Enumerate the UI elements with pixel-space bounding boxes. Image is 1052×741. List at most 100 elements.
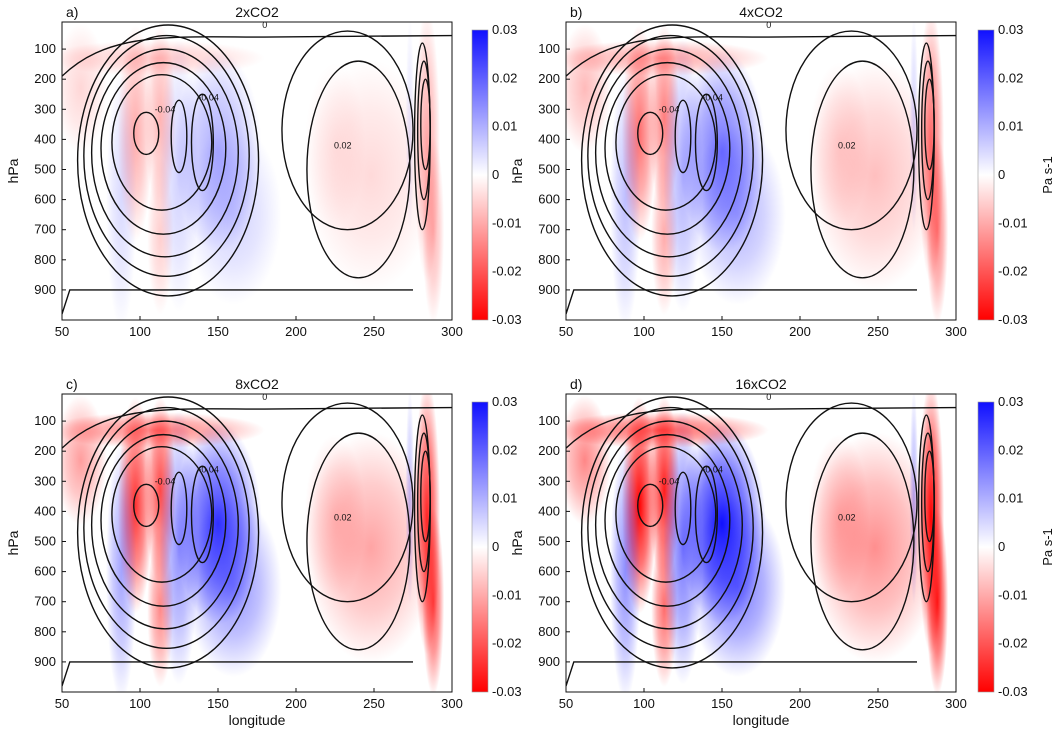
anomaly-blob	[808, 62, 870, 229]
y-axis-label: hPa	[5, 530, 21, 555]
y-axis-label: hPa	[509, 530, 525, 555]
x-tick-label: 100	[129, 324, 151, 339]
y-tick-label: 900	[538, 654, 560, 669]
y-tick-label: 600	[538, 564, 560, 579]
contour-line	[62, 289, 413, 315]
colorbar-tick-label: 0	[492, 539, 499, 554]
contour-line	[580, 24, 764, 297]
colorbar-tick-label: 0	[998, 167, 1005, 182]
contour-line	[580, 396, 764, 669]
contour-line	[587, 34, 754, 278]
colorbar-tick-label: -0.03	[998, 684, 1028, 699]
contour-line	[62, 406, 452, 449]
x-tick-label: 150	[711, 696, 733, 711]
contour-line	[587, 406, 754, 650]
colorbar-tick-label: 0	[492, 167, 499, 182]
colorbar-tick-label: -0.01	[998, 215, 1028, 230]
colorbar-tick-label: -0.03	[998, 312, 1028, 327]
x-tick-label: 300	[945, 324, 967, 339]
anomaly-blob	[909, 394, 919, 605]
colorbar-gradient	[472, 402, 488, 692]
plot-frame	[565, 393, 957, 693]
panel-letter: b)	[570, 4, 582, 20]
x-tick-label: 200	[285, 324, 307, 339]
contour-line	[190, 465, 215, 564]
contour-lines	[566, 24, 956, 315]
panel-letter: c)	[66, 376, 78, 392]
panel-3: 0 -0.04 -0.04 0.02 50 100 150 200 250 300 100 200 30…	[5, 376, 522, 728]
anomaly-blob	[609, 441, 641, 692]
colorbar-tick-label: 0.03	[492, 394, 517, 409]
colorbar-tick-label: 0.01	[998, 119, 1023, 134]
colorbar-tick-label: 0.02	[998, 442, 1023, 457]
panel-2: 0 -0.04 -0.04 0.02 50 100 150 200 250 300 100 200 30…	[509, 4, 1052, 339]
y-tick-label: 500	[34, 161, 56, 176]
anomaly-blob	[304, 434, 366, 601]
colorbar-tick-label: -0.02	[998, 264, 1028, 279]
contour-line	[637, 111, 664, 156]
colorbar-tick-label: -0.03	[492, 684, 522, 699]
contour-line	[111, 445, 213, 583]
anomaly-blob	[566, 412, 769, 449]
colorbar: 0.03 0.02 0.01 0 -0.01 -0.02 -0.03	[471, 394, 522, 699]
contour-line	[281, 402, 414, 603]
x-tick-label: 50	[55, 324, 69, 339]
contour-label: 0.02	[838, 140, 856, 150]
anomaly-blob	[62, 40, 265, 77]
anomaly-blob	[689, 124, 786, 305]
anomaly-blob	[105, 69, 137, 320]
x-axis-label: longitude	[733, 712, 790, 728]
y-tick-label: 500	[538, 533, 560, 548]
contour-line	[76, 396, 260, 669]
colorbar-tick-label: -0.03	[492, 312, 522, 327]
y-tick-label: 800	[34, 624, 56, 639]
anomaly-blob	[926, 507, 949, 692]
contour-line	[566, 661, 917, 687]
colorbar-tick-label: 0.02	[492, 70, 517, 85]
x-tick-label: 200	[789, 696, 811, 711]
plot-frame	[565, 21, 957, 321]
colorbar-tick-label: -0.01	[492, 215, 522, 230]
contour-line	[62, 661, 413, 687]
contour-line	[100, 61, 227, 235]
y-tick-label: 700	[34, 594, 56, 609]
anomaly-blob	[926, 135, 949, 320]
contour-lines	[62, 396, 452, 687]
anomaly-blob	[185, 124, 282, 305]
contour-label: -0.04	[198, 92, 219, 102]
contour-line	[694, 93, 719, 192]
contour-label: 0.02	[334, 140, 352, 150]
contour-label: -0.04	[702, 464, 723, 474]
y-tick-label: 300	[34, 101, 56, 116]
contour-label: -0.04	[702, 92, 723, 102]
colorbar-tick-label: 0.03	[998, 22, 1023, 37]
x-tick-label: 300	[945, 696, 967, 711]
contour-line	[111, 73, 213, 211]
contour-line	[133, 111, 160, 156]
contour-lines	[62, 24, 452, 315]
contour-line	[674, 471, 692, 546]
contour-label: 0	[262, 392, 267, 402]
plot-frame	[61, 21, 453, 321]
contour-line	[615, 73, 717, 211]
contour-line	[281, 30, 414, 231]
y-tick-label: 300	[34, 473, 56, 488]
colorbar-frame	[471, 29, 489, 321]
colorbar-tick-label: 0.01	[492, 491, 517, 506]
anomaly-blob	[185, 496, 282, 677]
colorbar-tick-label: 0.02	[998, 70, 1023, 85]
y-tick-label: 800	[538, 624, 560, 639]
contour-line	[674, 99, 692, 174]
y-tick-label: 100	[538, 41, 560, 56]
colorbar-tick-label: -0.01	[492, 587, 522, 602]
panel-title: 16xCO2	[735, 376, 787, 392]
x-tick-label: 100	[633, 696, 655, 711]
y-tick-label: 800	[34, 252, 56, 267]
x-tick-label: 50	[55, 696, 69, 711]
panel-letter: a)	[66, 4, 78, 20]
colorbar: 0.03 0.02 0.01 0 -0.01 -0.02 -0.03	[471, 22, 522, 327]
y-tick-label: 500	[34, 533, 56, 548]
contour-label: -0.04	[659, 476, 680, 486]
colorbar-tick-label: -0.02	[492, 636, 522, 651]
